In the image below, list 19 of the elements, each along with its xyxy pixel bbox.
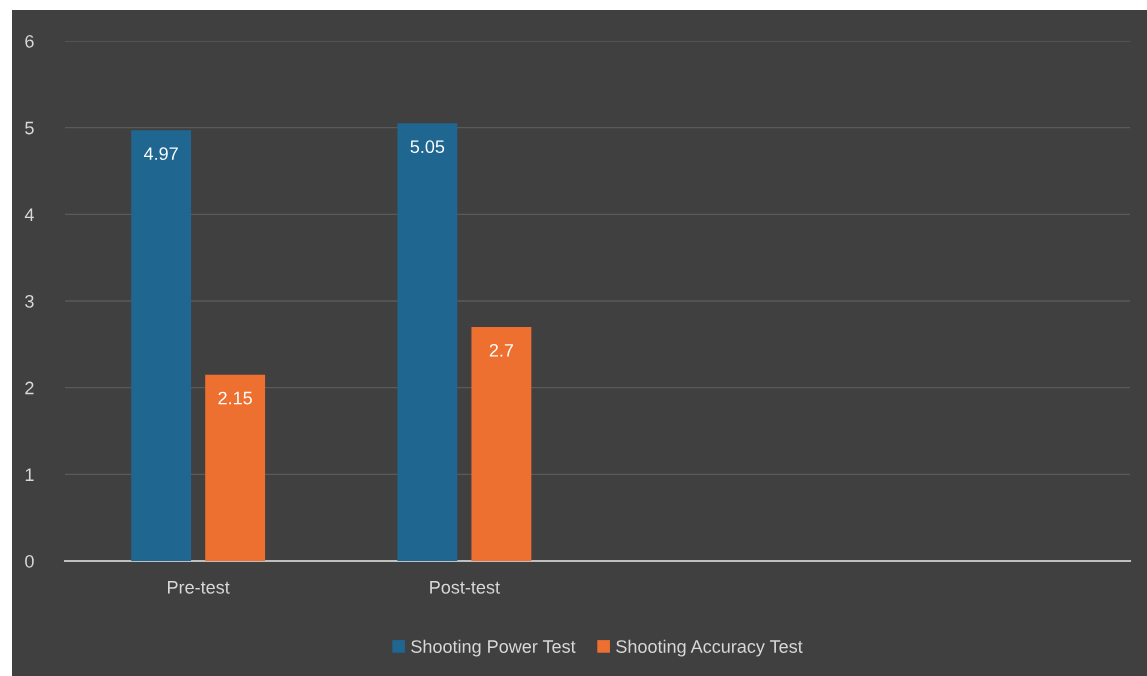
- bar: [131, 130, 192, 561]
- y-tick-label: 1: [25, 468, 34, 481]
- y-tick-label: 3: [25, 294, 34, 308]
- data-label: 4.97: [143, 147, 178, 161]
- y-tick-label: 4: [24, 208, 34, 221]
- bar: [205, 374, 266, 561]
- y-tick-label: 0: [25, 554, 34, 568]
- data-label: 2.7: [489, 343, 514, 357]
- data-label: 2.15: [218, 391, 252, 405]
- legend-label: Shooting Accuracy Test: [616, 639, 803, 657]
- bar: [471, 327, 532, 561]
- x-tick-label: Pre-test: [168, 581, 230, 594]
- data-label: 5.05: [410, 140, 445, 154]
- y-tick-label: 5: [25, 121, 34, 135]
- bar: [397, 123, 458, 561]
- legend-label: Shooting Power Test: [411, 639, 576, 657]
- y-tick-label: 2: [25, 381, 34, 395]
- x-tick-label: Post-test: [430, 581, 500, 594]
- y-tick-label: 6: [25, 34, 34, 48]
